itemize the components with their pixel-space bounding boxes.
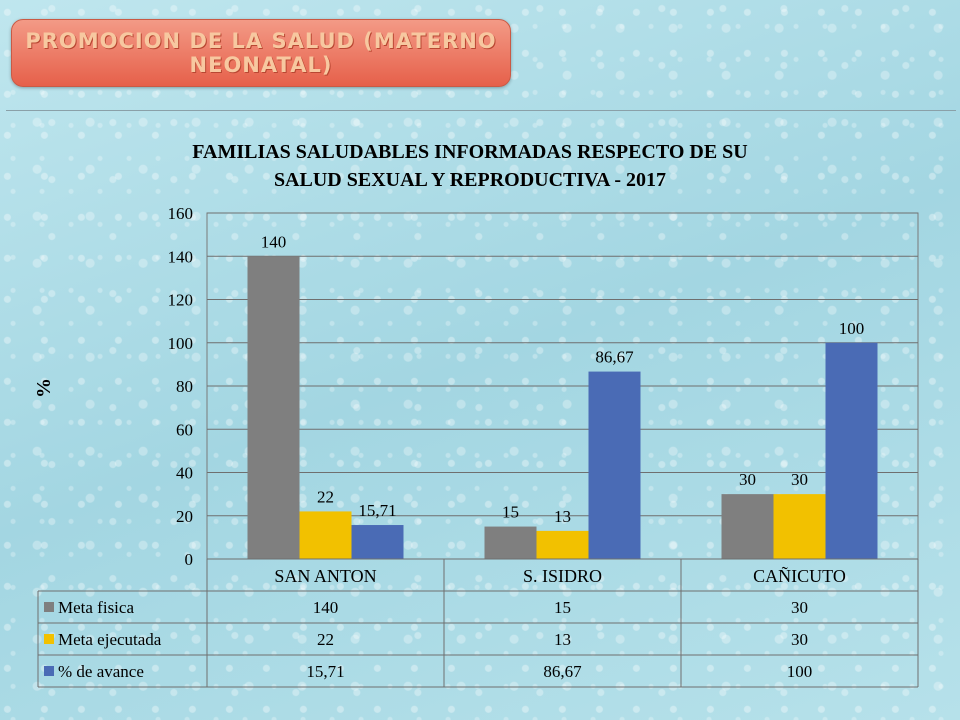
y-tick-label: 40 [176,464,193,483]
legend-swatch-2 [44,634,54,644]
data-label: 13 [554,507,571,526]
chart-title-line-2: SALUD SEXUAL Y REPRODUCTIVA - 2017 [274,169,666,191]
legend-swatch-3 [44,666,54,676]
chart-title-line-1: FAMILIAS SALUDABLES INFORMADAS RESPECTO … [192,141,747,163]
y-tick-label: 20 [176,507,193,526]
table-cell: 140 [313,598,339,617]
legend-entry: Meta ejecutada [58,630,162,649]
legend-swatch-1 [44,602,54,612]
bar-1-1 [247,256,300,559]
table-cell: 22 [317,630,334,649]
table-cell: 100 [787,662,813,681]
bar-2-2 [536,530,589,559]
data-label: 15,71 [358,501,396,520]
divider [6,110,956,111]
data-label: 30 [791,470,808,489]
data-label: 22 [317,487,334,506]
banner-title: PROMOCION DE LA SALUD (MATERNO NEONATAL) [25,29,496,77]
bar-2-3 [773,494,826,559]
x-category-label: S. ISIDRO [523,566,602,586]
y-axis-label: % [33,378,55,398]
bar-3-1 [351,525,404,559]
banner-line-1: PROMOCION DE LA SALUD (MATERNO [25,29,497,53]
bar-2-1 [299,511,352,559]
data-label: 30 [739,470,756,489]
data-label: 100 [839,319,865,338]
y-tick-label: 80 [176,377,193,396]
legend-entry: % de avance [58,662,144,681]
table-cell: 86,67 [543,662,582,681]
bar-1-3 [721,494,774,559]
y-tick-label: 60 [176,420,193,439]
bar-3-3 [825,342,878,559]
data-label: 140 [261,232,287,251]
y-tick-label: 0 [185,550,194,569]
legend-entry: Meta fisica [58,598,134,617]
table-cell: 15 [554,598,571,617]
section-banner: PROMOCION DE LA SALUD (MATERNO NEONATAL) [11,19,511,87]
bar-3-2 [588,371,641,559]
x-category-label: CAÑICUTO [753,565,846,586]
data-label: 86,67 [595,348,634,367]
x-category-label: SAN ANTON [274,566,376,586]
data-label: 15 [502,503,519,522]
y-tick-label: 120 [168,291,194,310]
table-cell: 30 [791,630,808,649]
table-cell: 13 [554,630,571,649]
bar-1-2 [484,526,537,559]
table-cell: 30 [791,598,808,617]
banner-line-2: NEONATAL) [189,53,333,77]
y-tick-label: 100 [168,334,194,353]
y-tick-label: 160 [168,204,194,223]
table-cell: 15,71 [306,662,344,681]
y-tick-label: 140 [168,247,194,266]
